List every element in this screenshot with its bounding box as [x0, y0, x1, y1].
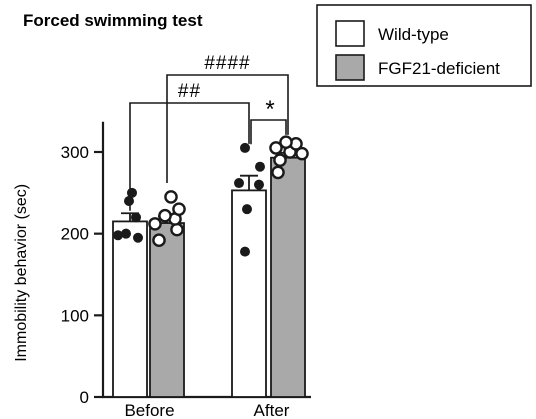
- significance-label-outer: ####: [204, 53, 250, 74]
- bar-wild-type-before: [112, 220, 148, 398]
- point-wild-type-before: [113, 230, 123, 241]
- y-tick-label-300: 300: [61, 143, 89, 162]
- y-axis-label: Immobility behavior (sec): [13, 184, 30, 362]
- point-wild-type-before: [131, 212, 141, 223]
- legend-label-wild-type: Wild-type: [378, 25, 449, 44]
- y-tick-label-100: 100: [61, 306, 89, 325]
- bars: [112, 156, 306, 398]
- legend-swatch-fgf21-deficient: [335, 54, 365, 81]
- point-fgf21-deficient-before: [172, 202, 186, 216]
- point-wild-type-after: [240, 142, 250, 153]
- chart-title: Forced swimming test: [23, 11, 203, 30]
- y-axis: 0 100 200 300: [61, 121, 105, 407]
- point-wild-type-after: [240, 246, 250, 257]
- point-fgf21-deficient-before: [158, 208, 172, 223]
- point-fgf21-deficient-after: [271, 165, 285, 180]
- significance-label-star: *: [265, 96, 275, 123]
- x-tick-label-after: After: [254, 401, 290, 419]
- point-wild-type-before: [121, 228, 131, 239]
- bar-wild-type-after: [231, 189, 267, 398]
- y-tick-label-200: 200: [61, 225, 89, 244]
- point-fgf21-deficient-after: [269, 141, 283, 155]
- point-fgf21-deficient-before: [148, 217, 162, 231]
- point-fgf21-deficient-before: [164, 190, 178, 204]
- bar-fgf21-deficient-before: [149, 222, 185, 398]
- bracket-within-after: [250, 119, 287, 145]
- bar-fgf21-deficient-after: [270, 156, 306, 398]
- x-tick-label-before: Before: [124, 401, 174, 419]
- point-wild-type-before: [133, 232, 143, 243]
- legend: Wild-type FGF21-deficient: [316, 4, 532, 87]
- legend-label-fgf21-deficient: FGF21-deficient: [378, 59, 500, 78]
- point-fgf21-deficient-after: [273, 153, 287, 167]
- point-wild-type-after: [255, 161, 265, 172]
- significance-brackets: #### ## *: [129, 53, 289, 211]
- point-fgf21-deficient-before: [152, 233, 166, 247]
- point-wild-type-after: [242, 204, 252, 215]
- point-wild-type-before: [127, 187, 137, 198]
- point-wild-type-after: [254, 179, 264, 190]
- point-fgf21-deficient-before: [170, 222, 184, 237]
- y-tick-label-0: 0: [80, 388, 89, 407]
- point-wild-type-before: [124, 196, 134, 206]
- bracket-between-groups-outer: [166, 74, 289, 184]
- legend-swatch-wild-type: [335, 20, 365, 47]
- point-wild-type-after: [234, 178, 244, 189]
- bracket-between-groups-inner: [129, 102, 250, 211]
- x-axis: Before After: [102, 395, 311, 419]
- significance-label-inner: ##: [178, 81, 201, 102]
- error-bar-wild-type-after: [240, 174, 258, 191]
- point-fgf21-deficient-after: [279, 135, 293, 149]
